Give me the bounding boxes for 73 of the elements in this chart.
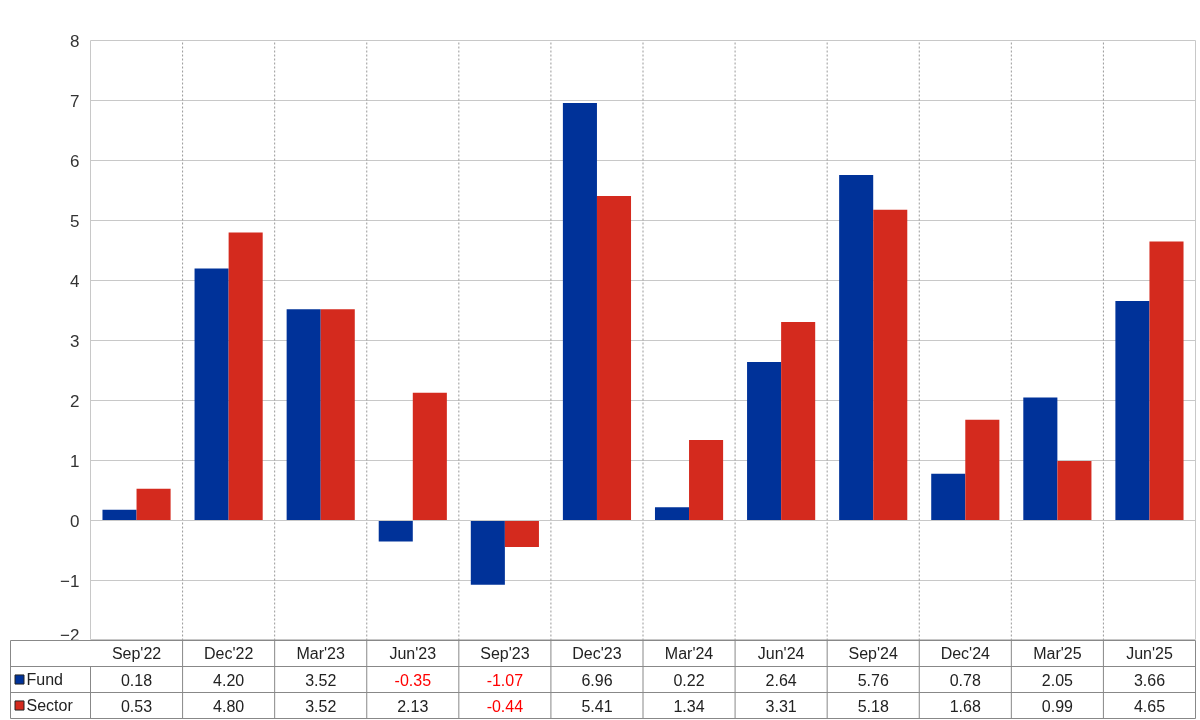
data-label: 5.76 (857, 671, 889, 689)
x-tick-label: Mar'25 (1033, 645, 1082, 662)
bar (596, 195, 632, 521)
bar (470, 520, 505, 585)
bar (1023, 397, 1058, 521)
data-label: 4.20 (213, 671, 245, 689)
x-tick-label: Sep'23 (480, 645, 530, 662)
legend-label: Sector (26, 697, 74, 714)
bar (689, 440, 724, 521)
bar (1115, 300, 1150, 521)
x-tick-label: Dec'23 (572, 645, 622, 662)
bar (1149, 241, 1184, 521)
data-label: -0.35 (394, 671, 432, 689)
y-tick-label: 4 (70, 271, 80, 291)
bar (136, 488, 171, 521)
bar (412, 392, 447, 521)
data-label: 3.52 (305, 671, 337, 689)
data-label: 0.99 (1041, 697, 1074, 715)
bar (654, 507, 690, 521)
y-tick-label: 2 (70, 391, 80, 411)
data-label: 5.18 (857, 697, 889, 715)
data-label: -1.07 (486, 671, 524, 689)
bar (228, 232, 263, 521)
x-tick-label: Mar'24 (664, 645, 714, 662)
bar (839, 174, 874, 521)
y-tick-label: 0 (70, 511, 80, 531)
data-label: 5.41 (581, 697, 613, 715)
x-tick-label: Jun'25 (1126, 645, 1173, 662)
data-label: 3.52 (305, 697, 337, 715)
bar (194, 268, 229, 521)
x-tick-label: Mar'23 (296, 645, 346, 662)
data-label: 3.66 (1133, 671, 1166, 689)
bar (781, 321, 816, 521)
data-label: 6.96 (581, 671, 613, 689)
y-tick-label: 6 (70, 151, 80, 171)
y-tick-label: 3 (70, 331, 80, 351)
data-label: 2.13 (397, 697, 429, 715)
data-label: -0.44 (486, 697, 524, 715)
data-label: 2.05 (1041, 671, 1074, 689)
data-label: 4.65 (1133, 697, 1166, 715)
bar (873, 209, 908, 521)
x-tick-label: Sep'24 (848, 645, 898, 662)
x-tick-label: Jun'23 (389, 645, 437, 662)
y-tick-label: −1 (60, 571, 80, 591)
bar (286, 309, 321, 521)
y-tick-label: −2 (60, 625, 80, 645)
data-label: 0.53 (120, 697, 153, 715)
bar (102, 509, 137, 521)
bar (1057, 461, 1092, 521)
data-label: 2.64 (765, 671, 797, 689)
legend-label: Fund (26, 671, 63, 688)
bar (965, 419, 1000, 521)
y-tick-label: 1 (70, 451, 80, 471)
data-label: 0.18 (120, 671, 153, 689)
data-label: 0.78 (949, 671, 981, 689)
y-tick-label: 7 (70, 91, 80, 111)
x-tick-label: Dec'22 (203, 645, 254, 662)
bar (378, 520, 413, 542)
bar (320, 309, 355, 521)
y-tick-label: 8 (70, 31, 80, 51)
y-tick-label: 5 (70, 211, 80, 231)
x-tick-label: Jun'24 (757, 645, 805, 662)
data-label: 0.22 (673, 671, 705, 689)
x-tick-label: Sep'22 (111, 645, 162, 662)
bar (931, 473, 966, 521)
bar (562, 102, 597, 521)
data-label: 1.34 (673, 697, 705, 715)
bar (504, 520, 539, 547)
bar (747, 362, 782, 521)
data-label: 3.31 (765, 697, 797, 715)
x-tick-label: Dec'24 (940, 645, 991, 662)
data-label: 4.80 (213, 697, 245, 715)
data-label: 1.68 (949, 697, 981, 715)
